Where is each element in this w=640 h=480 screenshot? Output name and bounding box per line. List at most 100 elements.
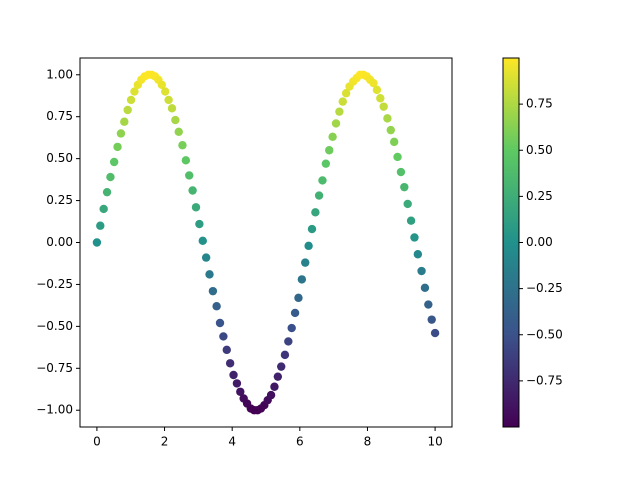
- point: [400, 182, 409, 192]
- point: [328, 132, 337, 142]
- point: [212, 302, 221, 311]
- point: [420, 283, 430, 292]
- point: [157, 80, 167, 90]
- x-tick-label: 8: [364, 435, 372, 449]
- point: [266, 390, 276, 400]
- point: [325, 146, 334, 155]
- colorbar: [502, 57, 520, 428]
- point: [130, 87, 139, 96]
- point: [102, 187, 112, 197]
- point: [430, 328, 440, 338]
- colorbar-tick-label: 0.50: [526, 143, 553, 157]
- point: [116, 129, 126, 138]
- point: [311, 208, 320, 217]
- point: [277, 362, 286, 371]
- point: [222, 345, 231, 355]
- point: [191, 203, 201, 212]
- point: [198, 236, 207, 246]
- x-tick-label: 6: [296, 435, 304, 449]
- y-tick-label: 0.75: [46, 109, 73, 123]
- point: [167, 104, 177, 113]
- point: [113, 142, 122, 152]
- x-tick-label: 2: [161, 435, 169, 449]
- point: [403, 199, 412, 209]
- colorbar-tick-label: −0.75: [526, 373, 563, 387]
- point: [126, 95, 136, 105]
- point: [294, 293, 303, 303]
- point: [178, 141, 187, 150]
- colorbar-tick-label: −0.25: [526, 281, 563, 295]
- point: [376, 94, 385, 103]
- plot-frame: [79, 57, 453, 428]
- point: [92, 238, 102, 247]
- y-tick-label: −1.00: [36, 403, 73, 417]
- colorbar-tick-label: −0.50: [526, 327, 563, 341]
- point: [341, 89, 351, 98]
- point: [229, 370, 238, 380]
- colorbar-tick-label: 0.00: [526, 235, 553, 249]
- point: [314, 191, 324, 200]
- point: [106, 172, 115, 182]
- point: [109, 157, 119, 167]
- point: [99, 204, 108, 214]
- point: [185, 171, 194, 180]
- point: [236, 387, 245, 396]
- y-tick-label: 1.00: [46, 67, 73, 81]
- point: [123, 105, 132, 115]
- point: [270, 382, 279, 391]
- point: [301, 258, 310, 267]
- point: [410, 233, 419, 242]
- point: [171, 115, 180, 125]
- point: [287, 323, 296, 333]
- point: [335, 107, 344, 116]
- point: [413, 250, 423, 259]
- point: [280, 350, 290, 360]
- point: [174, 127, 183, 136]
- point: [424, 300, 433, 309]
- y-tick-label: 0.25: [46, 193, 73, 207]
- y-tick-label: −0.75: [36, 361, 73, 375]
- point: [181, 156, 191, 165]
- point: [161, 87, 170, 96]
- point: [304, 241, 313, 251]
- point: [273, 372, 283, 381]
- point: [284, 337, 293, 346]
- point: [318, 176, 327, 185]
- point: [427, 315, 436, 324]
- point: [205, 270, 214, 279]
- point: [379, 102, 388, 111]
- colorbar-tick-label: 0.25: [526, 189, 553, 203]
- point: [417, 266, 426, 276]
- point: [96, 221, 105, 230]
- point: [201, 253, 211, 262]
- point: [406, 216, 416, 225]
- colorbar-tick-label: 0.75: [526, 97, 553, 111]
- y-tick-label: 0.00: [46, 235, 73, 249]
- point: [383, 114, 392, 123]
- point: [307, 224, 317, 234]
- point: [232, 379, 242, 388]
- point: [331, 119, 341, 128]
- y-tick-label: 0.50: [46, 151, 73, 165]
- point: [164, 95, 173, 105]
- x-tick-label: 10: [427, 435, 442, 449]
- point: [120, 117, 129, 126]
- point: [215, 318, 225, 328]
- point: [290, 308, 300, 318]
- point: [372, 85, 382, 95]
- point: [208, 286, 218, 296]
- point: [219, 332, 228, 341]
- point: [321, 159, 331, 168]
- point: [297, 275, 307, 284]
- point: [225, 359, 235, 368]
- y-tick-label: −0.25: [36, 277, 73, 291]
- point: [389, 137, 399, 147]
- point: [393, 152, 402, 162]
- x-tick-label: 4: [228, 435, 236, 449]
- point: [338, 97, 347, 106]
- point: [396, 167, 406, 177]
- point: [188, 186, 197, 195]
- point: [386, 125, 395, 135]
